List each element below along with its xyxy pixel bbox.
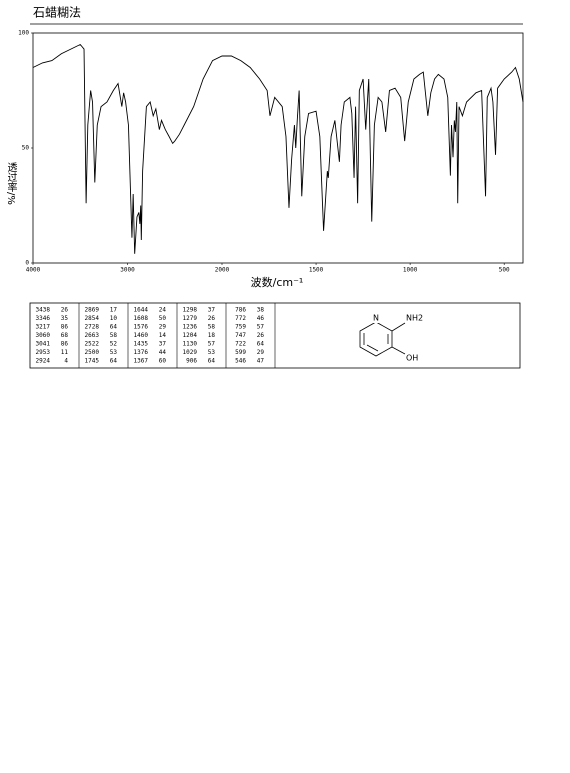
peak-transmittance: 11	[61, 349, 69, 356]
peak-wavenumber: 1029	[183, 349, 198, 356]
ring	[359, 321, 393, 357]
peak-wavenumber: 759	[235, 324, 246, 331]
peak-transmittance: 37	[208, 307, 216, 314]
peak-wavenumber: 2869	[85, 307, 100, 314]
peak-wavenumber: 906	[186, 358, 197, 365]
peak-wavenumber: 2728	[85, 324, 100, 331]
peak-transmittance: 35	[61, 315, 69, 322]
peak-transmittance: 10	[110, 315, 118, 322]
atom-label: N	[373, 314, 379, 323]
peak-transmittance: 57	[208, 341, 216, 348]
peak-wavenumber: 1367	[134, 358, 149, 365]
x-tick-label: 1500	[309, 267, 324, 274]
peak-wavenumber: 599	[235, 349, 246, 356]
peak-wavenumber: 722	[235, 341, 246, 348]
peak-transmittance: 53	[208, 349, 216, 356]
atom-bg	[371, 313, 381, 323]
peak-wavenumber: 1279	[183, 315, 198, 322]
peak-transmittance: 37	[159, 341, 167, 348]
peak-transmittance: 26	[208, 315, 216, 322]
double-bond	[366, 344, 379, 352]
peak-transmittance: 86	[61, 341, 69, 348]
peak-transmittance: 53	[110, 349, 118, 356]
peak-wavenumber: 1576	[134, 324, 149, 331]
peak-transmittance: 58	[110, 332, 118, 339]
peak-wavenumber: 1644	[134, 307, 149, 314]
peak-wavenumber: 3041	[36, 341, 51, 348]
peak-wavenumber: 3217	[36, 324, 51, 331]
peak-wavenumber: 1376	[134, 349, 149, 356]
peak-wavenumber: 2924	[36, 358, 51, 365]
peak-transmittance: 14	[159, 332, 167, 339]
page-title: 石蜡糊法	[33, 5, 81, 20]
bond	[391, 346, 406, 355]
peak-wavenumber: 3060	[36, 332, 51, 339]
atom-label: NH2	[406, 314, 423, 323]
x-tick-label: 2000	[215, 267, 230, 274]
peak-transmittance: 50	[159, 315, 167, 322]
peak-wavenumber: 2663	[85, 332, 100, 339]
peak-transmittance: 4	[64, 358, 68, 365]
peak-transmittance: 60	[159, 358, 167, 365]
peak-transmittance: 64	[110, 358, 118, 365]
bond	[391, 322, 406, 332]
peak-transmittance: 64	[208, 358, 216, 365]
peak-wavenumber: 1460	[134, 332, 149, 339]
peak-wavenumber: 786	[235, 307, 246, 314]
x-tick-label: 4000	[26, 267, 41, 274]
atom-label: OH	[406, 354, 418, 363]
peak-wavenumber: 1236	[183, 324, 198, 331]
x-tick-label: 1000	[403, 267, 418, 274]
peak-wavenumber: 1608	[134, 315, 149, 322]
peak-transmittance: 46	[257, 315, 265, 322]
peak-transmittance: 26	[257, 332, 265, 339]
structure	[359, 321, 406, 357]
peak-wavenumber: 1130	[183, 341, 198, 348]
peak-wavenumber: 1204	[183, 332, 198, 339]
peak-wavenumber: 1435	[134, 341, 149, 348]
peak-transmittance: 29	[257, 349, 265, 356]
peak-wavenumber: 2854	[85, 315, 100, 322]
peak-transmittance: 18	[208, 332, 216, 339]
peak-transmittance: 44	[159, 349, 167, 356]
peak-transmittance: 24	[159, 307, 167, 314]
spectrum-line	[32, 43, 524, 254]
x-tick-label: 500	[499, 267, 510, 274]
peak-wavenumber: 747	[235, 332, 246, 339]
y-tick-label: 0	[25, 260, 29, 267]
peak-transmittance: 58	[208, 324, 216, 331]
y-tick-label: 100	[18, 30, 29, 37]
peak-transmittance: 17	[110, 307, 118, 314]
peak-wavenumber: 2500	[85, 349, 100, 356]
peak-wavenumber: 546	[235, 358, 246, 365]
y-axis-label: 透过率/%	[5, 162, 17, 205]
peak-transmittance: 52	[110, 341, 118, 348]
peak-transmittance: 86	[61, 324, 69, 331]
y-tick-label: 50	[22, 145, 30, 152]
peak-transmittance: 38	[257, 307, 265, 314]
peak-transmittance: 26	[61, 307, 69, 314]
peak-wavenumber: 3438	[36, 307, 51, 314]
x-tick-label: 3000	[120, 267, 135, 274]
peak-wavenumber: 3346	[36, 315, 51, 322]
peak-wavenumber: 1745	[85, 358, 100, 365]
peak-wavenumber: 2953	[36, 349, 51, 356]
peak-transmittance: 47	[257, 358, 265, 365]
peak-transmittance: 29	[159, 324, 167, 331]
peak-transmittance: 68	[61, 332, 69, 339]
peak-transmittance: 64	[110, 324, 118, 331]
peak-wavenumber: 1298	[183, 307, 198, 314]
peak-transmittance: 57	[257, 324, 265, 331]
peak-wavenumber: 2522	[85, 341, 100, 348]
peak-wavenumber: 772	[235, 315, 246, 322]
peak-transmittance: 64	[257, 341, 265, 348]
x-axis-label: 波数/cm⁻¹	[251, 276, 304, 289]
